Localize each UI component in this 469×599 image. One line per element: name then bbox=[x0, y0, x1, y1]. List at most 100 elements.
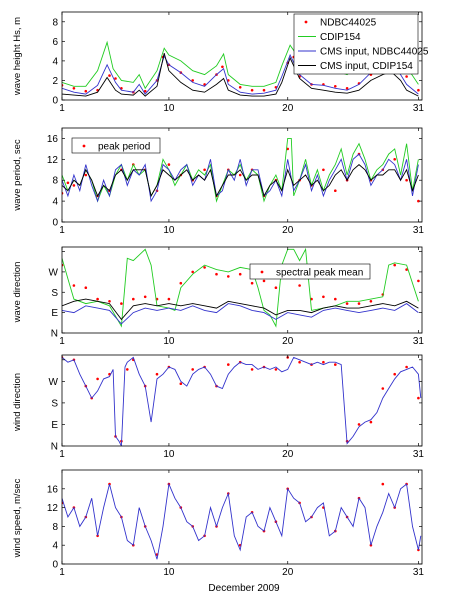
wind-direction-series-group bbox=[62, 356, 422, 446]
wave-period-series-point-0-1 bbox=[66, 181, 70, 185]
wave-direction-ytick-label-3: W bbox=[49, 267, 59, 278]
wave-height-ytick-label-3: 6 bbox=[52, 37, 58, 48]
wind-direction-series-point-0-29 bbox=[369, 420, 373, 424]
wave-direction-series-point-0-23 bbox=[334, 297, 337, 301]
wave-period-series-point-0-2 bbox=[72, 184, 76, 187]
wind-speed-series-point-0-27 bbox=[381, 482, 385, 486]
wave-height-legend-box bbox=[293, 13, 419, 75]
wave-period-series-point-0-3 bbox=[84, 173, 88, 177]
wave-direction-series-point-0-6 bbox=[132, 297, 135, 301]
wave-height-xtick-label-3: 31 bbox=[413, 103, 425, 114]
wind-direction-series-line-1 bbox=[62, 356, 422, 446]
wave-period-ytick-label-1: 4 bbox=[52, 197, 58, 208]
wave-height-series-point-0-4 bbox=[108, 74, 111, 77]
wave-period-legend-marker-0 bbox=[82, 144, 86, 148]
x-axis-label: December 2009 bbox=[208, 583, 280, 594]
wave-period-series-point-0-16 bbox=[238, 173, 242, 177]
wave-direction-series-point-0-24 bbox=[345, 302, 349, 305]
wind-speed-ytick-label-0: 0 bbox=[52, 560, 58, 571]
wave-period-series-point-0-31 bbox=[417, 199, 420, 203]
wave-direction-legend-marker-0 bbox=[260, 270, 264, 274]
wave-direction-series-point-0-15 bbox=[238, 272, 242, 276]
wave-direction-legend-label-0: spectral peak mean bbox=[276, 268, 363, 279]
wind-direction-xtick-label-1: 10 bbox=[163, 449, 175, 460]
wave-height-xtick-label-1: 10 bbox=[163, 103, 175, 114]
wave-height-xtick-label-2: 20 bbox=[282, 103, 294, 114]
wave-height-ytick-label-2: 4 bbox=[52, 56, 58, 67]
wave-direction-xtick-label-2: 20 bbox=[282, 336, 294, 347]
wave-direction-series-point-0-28 bbox=[393, 263, 397, 267]
wave-direction-ytick-label-0: N bbox=[51, 329, 58, 340]
wind-speed-xtick-label-3: 31 bbox=[413, 567, 425, 578]
wave-direction-series-line-2 bbox=[62, 303, 419, 325]
wind-speed-series-group bbox=[62, 482, 422, 560]
wave-direction-xtick-label-0: 1 bbox=[59, 336, 65, 347]
wind-direction-series-point-0-31 bbox=[393, 372, 397, 376]
wave-direction-series-point-0-4 bbox=[108, 300, 111, 303]
wind-speed-xtick-label-1: 10 bbox=[163, 567, 175, 578]
wave-period-xtick-label-2: 20 bbox=[282, 225, 294, 236]
wave-direction-series-point-0-13 bbox=[215, 272, 218, 276]
wave-direction-series-line-3 bbox=[62, 298, 419, 321]
wind-speed-ytick-label-3: 12 bbox=[47, 503, 59, 514]
wind-direction-series-point-0-26 bbox=[334, 363, 337, 366]
wave-direction-xtick-label-3: 31 bbox=[413, 336, 425, 347]
wave-direction-ytick-label-2: S bbox=[51, 288, 58, 299]
wave-direction-series-point-0-12 bbox=[203, 266, 206, 269]
wave-period-xtick-label-3: 31 bbox=[413, 225, 425, 236]
wave-direction-legend-box bbox=[249, 263, 371, 280]
wind-speed-ytick-label-1: 4 bbox=[52, 541, 58, 552]
wave-height-legend-label-2: CMS input, NDBC44025 bbox=[320, 47, 429, 58]
wave-direction-series-point-0-14 bbox=[227, 275, 230, 278]
wave-height-series-point-0-20 bbox=[262, 88, 266, 92]
wave-height-ylabel: wave height Hs, m bbox=[12, 17, 23, 96]
wave-height-series-line-2 bbox=[62, 53, 419, 95]
wave-height-series-point-0-34 bbox=[405, 75, 408, 78]
wind-direction-series-point-0-21 bbox=[274, 368, 278, 371]
wave-direction-frame bbox=[61, 246, 423, 334]
wind-direction-series-point-0-19 bbox=[250, 368, 254, 371]
wave-height-ytick-label-4: 8 bbox=[52, 17, 58, 28]
wind-direction-series-point-0-30 bbox=[381, 387, 385, 390]
wave-direction-series-point-0-18 bbox=[274, 286, 278, 290]
wind-direction-series-point-0-23 bbox=[298, 360, 301, 364]
wind-direction-xtick-label-2: 20 bbox=[282, 449, 294, 460]
wave-period-xtick-label-0: 1 bbox=[59, 225, 65, 236]
wave-period-ytick-label-0: 0 bbox=[52, 218, 58, 229]
wave-direction-series-point-0-10 bbox=[179, 281, 183, 285]
wave-height-series-point-0-1 bbox=[72, 87, 76, 90]
wave-period-series-line-3 bbox=[62, 164, 419, 198]
wind-direction-series-point-0-13 bbox=[179, 382, 183, 386]
wind-direction-ytick-label-2: S bbox=[51, 398, 58, 409]
wave-height-series-line-3 bbox=[62, 52, 419, 97]
wave-direction-series-point-0-1 bbox=[72, 284, 76, 287]
wind-speed-series-line-1 bbox=[62, 482, 422, 560]
wave-direction-ytick-label-1: E bbox=[51, 308, 58, 319]
wave-direction-series-point-0-29 bbox=[405, 268, 408, 271]
wave-height-legend-label-0: NDBC44025 bbox=[320, 18, 377, 29]
wave-direction-series-point-0-17 bbox=[262, 279, 266, 283]
wind-direction-ylabel: wind direction bbox=[12, 373, 23, 432]
wave-height-series-point-0-5 bbox=[114, 77, 117, 80]
wind-direction-series-point-0-4 bbox=[96, 377, 99, 381]
wave-height-panel: wave height Hs, m 1 10 20 31 0 2 4 6 8 NDBC44025 C… bbox=[12, 11, 429, 114]
wave-period-panel: wave period, sec 1 10 20 31 0 4 8 12 16 peak peri… bbox=[12, 127, 425, 236]
wave-height-xtick-label-0: 1 bbox=[59, 103, 65, 114]
wave-period-legend-label-0: peak period bbox=[98, 142, 150, 153]
wind-direction-series-point-0-32 bbox=[405, 365, 408, 369]
wave-period-ytick-label-3: 12 bbox=[47, 155, 59, 166]
wave-height-series-point-0-8 bbox=[143, 89, 147, 93]
wind-direction-xtick-label-0: 1 bbox=[59, 449, 65, 460]
wave-period-series-point-0-23 bbox=[322, 168, 325, 172]
wave-period-ytick-label-4: 16 bbox=[47, 134, 59, 145]
wave-period-frame bbox=[61, 127, 423, 223]
wave-period-xtick-label-1: 10 bbox=[163, 225, 175, 236]
wave-direction-series-point-0-5 bbox=[120, 302, 123, 305]
wave-period-legend-box bbox=[71, 137, 161, 154]
wind-direction-ytick-label-3: W bbox=[49, 377, 59, 388]
wave-direction-series-point-0-2 bbox=[84, 286, 88, 290]
wave-height-ytick-label-0: 0 bbox=[52, 96, 58, 107]
wind-speed-frame bbox=[61, 469, 423, 565]
wave-direction-series-point-0-11 bbox=[191, 270, 194, 274]
